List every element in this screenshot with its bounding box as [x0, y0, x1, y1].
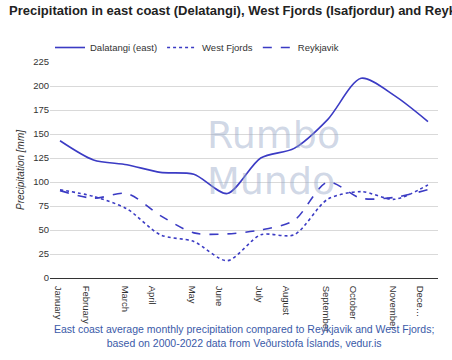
svg-text:25: 25	[38, 248, 49, 259]
svg-text:100: 100	[33, 176, 49, 187]
svg-text:Rumbo: Rumbo	[207, 113, 340, 157]
svg-text:Dece…: Dece…	[415, 286, 426, 318]
svg-text:175: 175	[33, 104, 49, 115]
svg-text:June: June	[214, 286, 225, 307]
svg-text:Precipitation in east coast (D: Precipitation in east coast (Delatangi),…	[9, 3, 452, 18]
svg-text:West Fjords: West Fjords	[202, 42, 253, 53]
svg-text:April: April	[147, 286, 158, 305]
svg-text:January: January	[53, 286, 64, 320]
svg-text:Mundo: Mundo	[207, 159, 335, 203]
svg-text:July: July	[254, 286, 265, 303]
svg-text:75: 75	[38, 200, 49, 211]
svg-text:September: September	[321, 286, 332, 332]
svg-text:Reykjavik: Reykjavik	[298, 42, 339, 53]
svg-text:November: November	[388, 286, 399, 330]
svg-text:Precipitation [mm]: Precipitation [mm]	[15, 130, 26, 210]
svg-text:0: 0	[44, 272, 49, 283]
svg-text:May: May	[187, 286, 198, 304]
svg-text:225: 225	[33, 56, 49, 67]
svg-text:150: 150	[33, 128, 49, 139]
svg-text:200: 200	[33, 80, 49, 91]
svg-text:August: August	[281, 286, 292, 316]
svg-text:March: March	[120, 286, 131, 312]
svg-text:50: 50	[38, 224, 49, 235]
svg-text:October: October	[348, 286, 359, 320]
svg-text:East coast average monthly pre: East coast average monthly precipitation…	[54, 323, 434, 349]
svg-text:February: February	[81, 286, 92, 324]
svg-text:Dalatangi (east): Dalatangi (east)	[90, 42, 157, 53]
svg-text:125: 125	[33, 152, 49, 163]
